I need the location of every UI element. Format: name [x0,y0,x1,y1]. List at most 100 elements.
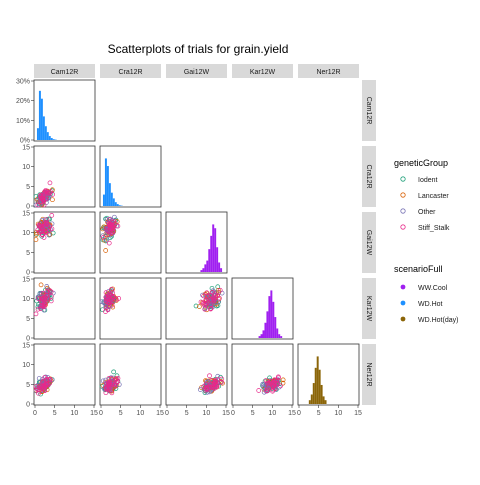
histogram-bar [263,330,265,338]
histogram-bar [117,204,119,206]
histogram-bar [311,394,313,404]
histogram-bar [119,205,121,206]
histogram-bar [216,247,218,272]
y-tick-label: 10% [16,118,30,125]
panel-frame [166,278,227,339]
histogram-bar [115,202,117,206]
panel-frame [232,278,293,339]
x-tick-label: 5 [251,410,255,417]
histogram-bar [270,290,272,338]
histogram-bar [208,249,210,272]
legend-genetic-label: Lancaster [418,193,449,200]
x-tick-label: 10 [136,410,144,417]
histogram-bar [200,270,202,272]
x-tick-label: 0 [165,410,169,417]
histogram-bar [259,336,261,338]
y-tick-label: 15 [22,343,30,350]
chart-title: Scatterplots of trials for grain.yield [108,42,289,56]
legend-genetic-key [401,209,405,213]
histogram-bar [321,385,323,404]
panel-frame [100,344,161,405]
histogram-bar [204,264,206,272]
y-tick-label: 0 [26,402,30,409]
histogram-bar [41,99,43,140]
histogram-bar [268,296,270,338]
legend-genetic-key [401,177,405,181]
strip-right-label: Cam12R [365,97,372,125]
x-tick-label: 15 [222,410,230,417]
x-tick-label: 0 [99,410,103,417]
y-tick-label: 0 [26,204,30,211]
legend-scenario-label: WW.Cool [418,285,448,292]
legend-scenario-key [401,317,406,322]
panel-cam12r-cam12r [34,80,95,141]
strip-top-label: Gai12W [184,69,210,76]
panel-gai12w-gai12w [166,212,227,273]
y-tick-label: 10 [22,164,30,171]
legend-genetic-label: Iodent [418,177,438,184]
legend-scenario-label: WD.Hot(day) [418,317,458,324]
histogram-bar [315,368,317,404]
histogram-bar [103,195,105,206]
histogram-bar [51,138,53,140]
histogram-bar [43,116,45,140]
panel-frame [232,344,293,405]
y-tick-label: 0 [26,336,30,343]
strip-right-label: Ner12R [365,362,372,386]
histogram-bar [37,128,39,140]
y-tick-label: 5 [26,184,30,191]
legend-genetic-label: Stiff_Stalk [418,225,450,232]
legend-genetic-key [401,193,405,197]
legend-genetic-key [401,225,405,229]
histogram-bar [280,336,282,338]
panel-cra12r-gai12w [100,212,161,273]
histogram-bar [210,236,212,272]
y-tick-label: 15 [22,211,30,218]
x-tick-label: 0 [231,410,235,417]
y-tick-label: 5 [26,382,30,389]
x-tick-label: 5 [317,410,321,417]
histogram-bar [109,183,111,206]
y-tick-label: 5 [26,316,30,323]
x-tick-label: 15 [288,410,296,417]
histogram-bar [325,400,327,404]
x-tick-label: 15 [354,410,362,417]
histogram-bar [264,323,266,338]
panel-cra12r-ner12r [100,344,161,405]
x-tick-label: 10 [268,410,276,417]
strip-top-label: Kar12W [250,69,276,76]
y-tick-label: 30% [16,79,30,86]
panel-cam12r-ner12r [34,344,95,405]
x-tick-label: 10 [70,410,78,417]
panel-gai12w-ner12r [166,344,227,405]
histogram-bar [212,224,214,272]
y-tick-label: 10 [22,230,30,237]
y-tick-label: 10 [22,362,30,369]
y-tick-label: 20% [16,98,30,105]
strip-top-label: Cra12R [118,69,142,76]
y-tick-label: 15 [22,277,30,284]
histogram-bar [272,302,274,338]
histogram-bar [49,136,51,140]
histogram-bar [317,356,319,404]
panel-cam12r-cra12r [34,146,95,207]
histogram-bar [107,166,109,206]
x-tick-label: 5 [119,410,123,417]
legend-scenario-title: scenarioFull [394,264,443,274]
histogram-bar [274,317,276,338]
x-tick-label: 10 [334,410,342,417]
legend-genetic-label: Other [418,209,436,216]
histogram-bar [206,261,208,272]
histogram-bar [323,396,325,404]
panel-kar12w-kar12w [232,278,293,339]
strip-right-label: Kar12W [365,296,372,322]
histogram-bar [214,228,216,272]
legend-scenario-key [401,285,406,290]
strip-right-label: Gai12W [365,230,372,256]
x-tick-label: 0 [297,410,301,417]
y-tick-label: 15 [22,145,30,152]
histogram-bar [276,328,278,338]
histogram-bar [278,334,280,338]
histogram-bar [39,91,41,140]
